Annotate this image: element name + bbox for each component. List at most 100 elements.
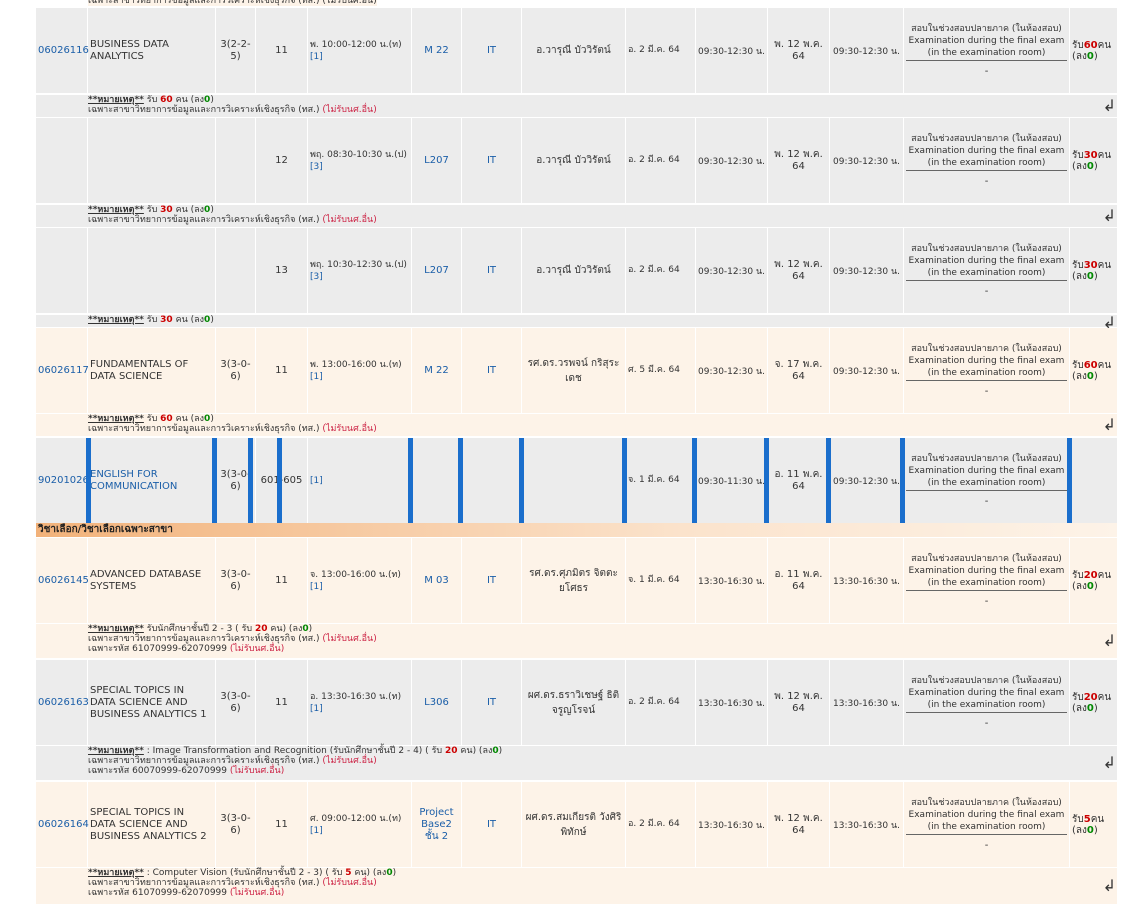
cell-room: M 03 [412, 538, 462, 623]
selection-bar [408, 438, 413, 523]
selection-bar [622, 438, 627, 523]
time-ref-link[interactable]: [1] [310, 475, 323, 486]
remark-accept-unit: คน) (ลง [354, 868, 387, 878]
remark-accept-label: รับ [146, 95, 158, 105]
cell-instr [522, 438, 626, 523]
final-date: จ. 17 พ.ค. 64 [774, 358, 823, 382]
enter-return-icon[interactable]: ↲ [1102, 415, 1116, 434]
cell-code[interactable]: 90201026 [36, 438, 89, 523]
remark-prefix: รับนักศึกษาชั้นปี 2 - 3 ( [146, 624, 239, 634]
cell-sec: 11 [256, 660, 308, 745]
note-row-background [36, 205, 1117, 227]
cell-code[interactable]: 06026116 [36, 8, 89, 93]
cell-final_time: 13:30-16:30 น. [830, 782, 904, 867]
enter-return-icon[interactable]: ↲ [1102, 631, 1116, 650]
cell-col13: รับ20คน (ลง0) [1070, 538, 1117, 623]
accept-number: 30 [1083, 259, 1098, 271]
enrolled-label: (ลง [1072, 580, 1087, 592]
cell-code[interactable]: 06026164 [36, 782, 89, 867]
time-ref-link[interactable]: [1] [310, 703, 323, 714]
cell-code[interactable] [36, 228, 88, 313]
remark-accept-label: รับ [431, 746, 443, 756]
cell-sec: 11 [256, 538, 308, 623]
accept-unit: คน [1090, 813, 1105, 825]
enrolled-label: (ลง [1072, 824, 1087, 836]
enter-return-icon[interactable]: ↲ [1102, 876, 1116, 895]
course-code: 06026145 [38, 575, 89, 586]
midterm-date: อ. 2 มี.ค. 64 [628, 819, 680, 829]
cell-instr: ผศ.ดร.ธราวิเชษฐ์ ธิติจรูญโรจน์ [522, 660, 626, 745]
exam-note-room: (in the examination room) [927, 268, 1046, 278]
final-date: อ. 11 พ.ค. 64 [774, 568, 823, 592]
row-background [36, 8, 1117, 93]
remark-note: **หมายเหตุ** รับ 60 คน (ลง0) เฉพาะสาขาวิท… [88, 414, 377, 434]
room-link[interactable]: L207 [424, 154, 449, 166]
building: IT [486, 264, 497, 276]
remark-accept-number: 30 [160, 315, 173, 325]
remark-enrolled-number: 0 [204, 205, 211, 215]
selection-bar [277, 438, 282, 523]
enrolled-count: (ลง0) [1072, 161, 1098, 172]
enter-return-icon[interactable]: ↲ [1102, 753, 1116, 772]
room-link[interactable]: Project Base2 ชั้น 2 [419, 806, 454, 842]
time-ref-link[interactable]: [1] [310, 581, 323, 592]
cell-code[interactable]: 06026163 [36, 660, 89, 745]
cell-code[interactable] [36, 118, 88, 203]
enter-return-icon[interactable]: ↲ [1102, 313, 1116, 332]
room-link[interactable]: L207 [424, 264, 449, 276]
cell-name: ENGLISH FOR COMMUNICATION [88, 438, 216, 523]
cell-code[interactable]: 06026145 [36, 538, 89, 623]
accept-count: รับ30คน [1072, 260, 1111, 271]
cell-credit: 3(2-2-5) [216, 8, 256, 93]
time-ref-link[interactable]: [1] [310, 371, 323, 382]
enrolled-number: 0 [1086, 824, 1094, 836]
exam-note-th: สอบในช่วงสอบปลายภาค (ในห้องสอบ) [911, 554, 1062, 564]
selection-bar [212, 438, 217, 523]
final-time: 09:30-12:30 น. [833, 476, 900, 487]
exam-dash: - [984, 386, 989, 397]
room-link[interactable]: M 22 [424, 364, 449, 376]
remark-close: ) [210, 205, 214, 215]
selection-bar [519, 438, 524, 523]
final-time: 09:30-12:30 น. [833, 266, 900, 277]
cell-room: L207 [412, 228, 462, 313]
group-header-text: วิชาเลือก/วิชาเลือกเฉพาะสาขา [38, 524, 173, 535]
final-date: อ. 11 พ.ค. 64 [774, 468, 823, 492]
time-ref-link[interactable]: [3] [310, 161, 323, 172]
note-row-background [36, 868, 1117, 904]
cell-final_time: 09:30-12:30 น. [830, 328, 904, 413]
accept-label: รับ [1072, 813, 1084, 825]
room-link[interactable]: M 22 [424, 44, 449, 56]
cell-time: พฤ. 08:30-10:30 น.(ป) [3] [308, 118, 412, 203]
room-link[interactable]: L306 [424, 696, 449, 708]
accept-number: 30 [1083, 149, 1098, 161]
cell-credit [216, 228, 256, 313]
cell-midterm_date: อ. 2 มี.ค. 64 [626, 118, 696, 203]
note-row-background [36, 315, 1117, 327]
credit: 3(3-0-6) [220, 812, 251, 836]
enter-return-icon[interactable]: ↲ [1102, 206, 1116, 225]
enrolled-label: (ลง [1072, 702, 1087, 714]
time-ref-link[interactable]: [1] [310, 51, 323, 62]
section: 11 [275, 364, 288, 376]
row-background [36, 538, 1117, 623]
enter-return-icon[interactable]: ↲ [1102, 96, 1116, 115]
time-ref-link[interactable]: [1] [310, 825, 323, 836]
midterm-time: 13:30-16:30 น. [698, 820, 765, 831]
remark-accept-number: 20 [254, 624, 268, 634]
remark-enrolled-number: 0 [204, 95, 211, 105]
room-link[interactable]: M 03 [424, 574, 449, 586]
cell-instr: รศ.ดร.ศุภมิตร จิตตะยโศธร [522, 538, 626, 623]
enrolled-count: (ลง0) [1072, 271, 1098, 282]
cell-room: L306 [412, 660, 462, 745]
exam-note-en: Examination during the final exam [908, 810, 1065, 820]
remark-accept-unit: คน) (ลง [270, 624, 303, 634]
cell-sec: 601-605 [256, 438, 308, 523]
cell-bld: IT [462, 538, 522, 623]
cell-code[interactable]: 06026117 [36, 328, 89, 413]
cell-midterm_time: 09:30-11:30 น. [696, 438, 768, 523]
cell-name [88, 228, 216, 313]
cell-bld: IT [462, 228, 522, 313]
time-ref-link[interactable]: [3] [310, 271, 323, 282]
cell-col13: รับ30คน (ลง0) [1070, 118, 1117, 203]
